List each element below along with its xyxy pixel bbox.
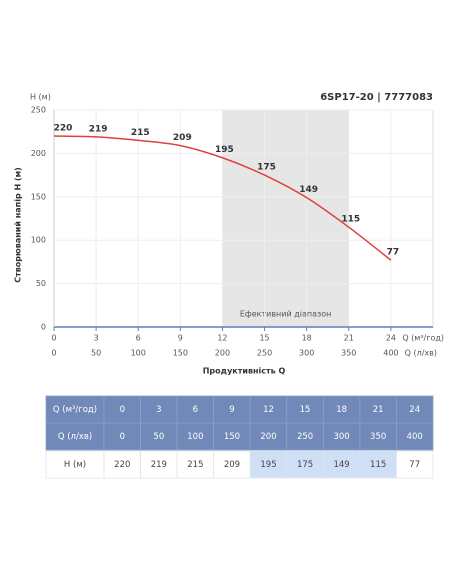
data-label: 220 bbox=[54, 124, 73, 134]
x2-tick-label: 200 bbox=[215, 349, 230, 358]
table-cell bbox=[140, 395, 178, 424]
table-text: 250 bbox=[297, 432, 313, 442]
table-text: 200 bbox=[260, 432, 276, 442]
x-axis-label: Продуктивність Q bbox=[203, 366, 286, 376]
x-tick-label: 12 bbox=[217, 334, 227, 343]
table-cell bbox=[359, 422, 397, 451]
table-text: 219 bbox=[151, 460, 167, 470]
table-cell bbox=[103, 422, 141, 451]
y-tick-label: 150 bbox=[31, 192, 46, 201]
table-text: 149 bbox=[333, 460, 349, 470]
table-cell bbox=[213, 395, 251, 424]
table-text: 77 bbox=[409, 460, 420, 470]
table-cell bbox=[286, 422, 324, 451]
table-text: Q (м³/год) bbox=[53, 405, 97, 415]
table-text: H (м) bbox=[64, 460, 86, 470]
band-label: Ефективний діапазон bbox=[240, 310, 332, 319]
data-label: 149 bbox=[299, 185, 318, 195]
x-tick-label: 15 bbox=[259, 334, 269, 343]
table-text: 0 bbox=[120, 432, 125, 442]
chart-title: 6SP17-20 | 7777083 bbox=[320, 92, 433, 103]
table-cell bbox=[396, 395, 434, 424]
table-cell bbox=[103, 395, 141, 424]
table-text: 150 bbox=[224, 432, 240, 442]
table-cell bbox=[176, 395, 215, 424]
table-cell bbox=[45, 450, 105, 479]
data-label: 195 bbox=[215, 145, 234, 155]
table-text: 12 bbox=[263, 405, 274, 415]
x2-tick-label: 50 bbox=[91, 349, 101, 358]
table-text: 115 bbox=[370, 460, 386, 470]
table-cell bbox=[396, 422, 434, 451]
table-text: 21 bbox=[373, 405, 384, 415]
table-cell bbox=[45, 422, 105, 451]
table-cell bbox=[322, 422, 361, 451]
table-text: 195 bbox=[260, 460, 276, 470]
table-text: 50 bbox=[153, 432, 164, 442]
y-tick-label: 250 bbox=[31, 106, 46, 115]
y-unit-label: H (м) bbox=[30, 93, 51, 102]
data-label: 215 bbox=[131, 128, 150, 138]
x2-tick-label: 250 bbox=[257, 349, 272, 358]
table-text: 215 bbox=[187, 460, 203, 470]
table-cell bbox=[286, 450, 324, 479]
table-cell bbox=[140, 450, 178, 479]
x-tick-label: 3 bbox=[94, 334, 99, 343]
y-tick-label: 100 bbox=[31, 236, 46, 245]
table-text: 15 bbox=[300, 405, 311, 415]
table-text: 9 bbox=[229, 405, 234, 415]
x-tick-label: 9 bbox=[178, 334, 183, 343]
table-text: 6 bbox=[193, 405, 198, 415]
x-tick-label: 0 bbox=[51, 334, 56, 343]
table-text: 300 bbox=[333, 432, 349, 442]
table-text: 209 bbox=[224, 460, 240, 470]
y-tick-label: 200 bbox=[31, 149, 46, 158]
table-text: 350 bbox=[370, 432, 386, 442]
table-text: 3 bbox=[156, 405, 161, 415]
x-tick-label: 21 bbox=[344, 334, 354, 343]
table-text: 18 bbox=[336, 405, 347, 415]
table-text: 220 bbox=[114, 460, 130, 470]
x2-unit-label: Q (л/хв) bbox=[405, 349, 437, 358]
line bbox=[53, 135, 392, 261]
y-axis-label: Створюваний напір H (м) bbox=[13, 167, 23, 283]
x2-tick-label: 300 bbox=[299, 349, 314, 358]
table-text: Q (л/хв) bbox=[58, 432, 92, 442]
table-text: 175 bbox=[297, 460, 313, 470]
table-text: 100 bbox=[187, 432, 203, 442]
data-label: 175 bbox=[257, 163, 276, 173]
table-text: 0 bbox=[120, 405, 125, 415]
x2-tick-label: 0 bbox=[51, 349, 56, 358]
table-cell bbox=[396, 450, 434, 479]
x2-tick-label: 150 bbox=[173, 349, 188, 358]
x-unit-label: Q (м³/год) bbox=[402, 334, 444, 343]
data-label: 219 bbox=[89, 124, 108, 134]
x2-tick-label: 100 bbox=[131, 349, 146, 358]
table-cell bbox=[322, 450, 361, 479]
data-label: 209 bbox=[173, 133, 192, 143]
y-tick-label: 50 bbox=[36, 279, 46, 288]
x-tick-label: 6 bbox=[136, 334, 141, 343]
table-cell bbox=[286, 395, 324, 424]
table-cell bbox=[140, 422, 178, 451]
data-label: 77 bbox=[387, 248, 400, 258]
table-text: 400 bbox=[407, 432, 423, 442]
table-cell bbox=[213, 422, 251, 451]
table-text: 24 bbox=[409, 405, 420, 415]
table-cell bbox=[103, 450, 141, 479]
y-tick-label: 0 bbox=[41, 323, 46, 332]
x2-tick-label: 400 bbox=[383, 349, 398, 358]
table-cell bbox=[359, 450, 397, 479]
efficiency-band bbox=[222, 110, 349, 327]
x-tick-label: 18 bbox=[302, 334, 312, 343]
x-tick-label: 24 bbox=[386, 334, 396, 343]
data-label: 115 bbox=[341, 215, 360, 225]
table-cell bbox=[176, 422, 215, 451]
x2-tick-label: 350 bbox=[341, 349, 356, 358]
